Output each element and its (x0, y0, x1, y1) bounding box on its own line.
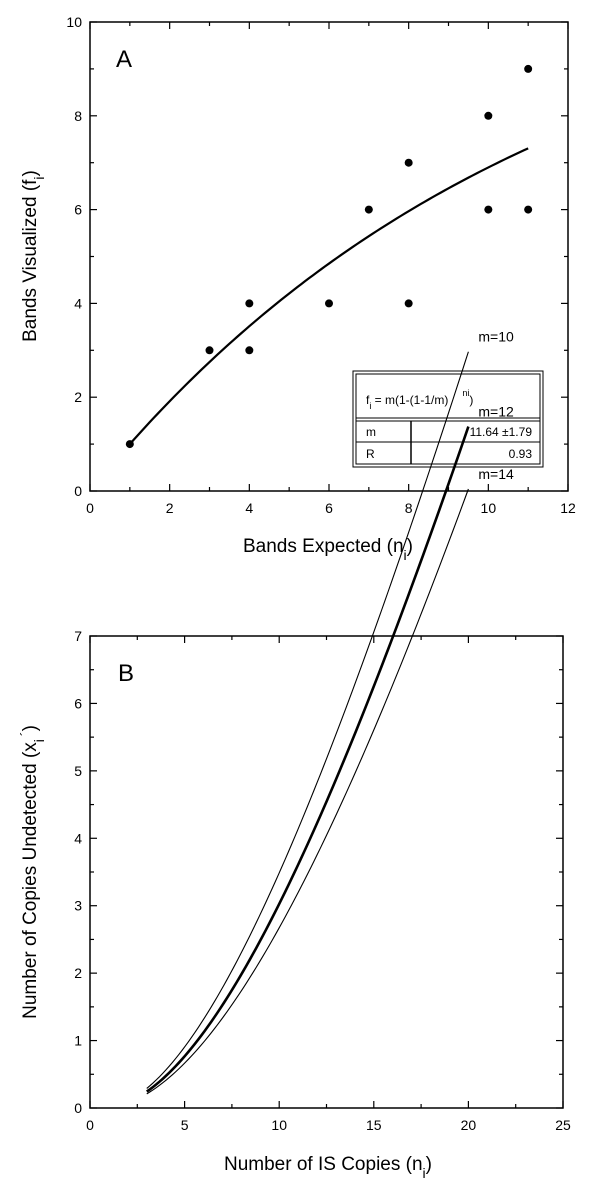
panel-a-data-point (524, 205, 533, 214)
panel-b-x-tick-label: 15 (366, 1117, 382, 1133)
legend-row-m-value: 11.64 ±1.79 (470, 425, 533, 439)
panel-a-x-tick-label: 10 (481, 500, 497, 516)
panel-b-y-tick-label: 0 (74, 1100, 82, 1116)
panel-b-series-labels: m=10 m=12 m=14 (478, 329, 514, 482)
panel-a-x-axis-title: Bands Expected (ni) (243, 536, 413, 563)
panel-b-x-tick-label: 0 (86, 1117, 94, 1133)
panel-b-series-line (146, 426, 470, 1093)
panel-b-y-tick-label: 6 (74, 695, 82, 711)
panel-a-data-point (484, 111, 493, 120)
panel-b-y-ticks: 0 1 2 3 4 5 6 7 (74, 628, 563, 1116)
panel-a-y-axis-title: Bands Visualized (fi) (20, 170, 47, 342)
panel-a-y-ticks: 0 2 4 6 8 10 (66, 14, 568, 499)
panel-a-chart: 0 2 4 6 8 10 12 0 2 4 6 8 10 A fi = m(1-(1-1/m) ni) … (20, 14, 576, 563)
panel-b-series-label: m=14 (478, 466, 514, 482)
panel-a-y-tick-label: 6 (74, 202, 82, 218)
panel-a-data-points (125, 64, 533, 449)
panel-a-data-point (125, 440, 134, 449)
panel-a-fit-curve (129, 147, 529, 445)
panel-a-data-point (364, 205, 373, 214)
panel-b-y-tick-label: 7 (74, 628, 82, 644)
panel-b-x-tick-label: 5 (181, 1117, 189, 1133)
panel-a-data-point (245, 299, 254, 308)
panel-a-x-tick-label: 6 (325, 500, 333, 516)
panel-b-y-tick-label: 1 (74, 1033, 82, 1049)
panel-b-y-tick-label: 2 (74, 965, 82, 981)
panel-b-letter: B (118, 660, 134, 687)
panel-b-plot-frame (89, 635, 564, 1109)
panel-a-data-point (524, 64, 533, 73)
panel-b-y-tick-label: 3 (74, 898, 82, 914)
panel-a-x-tick-label: 0 (86, 500, 94, 516)
panel-a-y-tick-label: 4 (74, 295, 82, 311)
legend-formula: fi = m(1-(1-1/m) ni) (366, 388, 473, 411)
panel-a-data-point (325, 299, 333, 308)
panel-a-y-tick-label: 2 (74, 389, 82, 405)
panel-b-x-axis-title: Number of IS Copies (ni) (224, 1154, 432, 1181)
panel-a-x-tick-label: 2 (166, 500, 174, 516)
panel-b-x-tick-label: 25 (555, 1117, 571, 1133)
legend-row-m-label: m (366, 425, 376, 439)
panel-b-series (146, 351, 470, 1095)
panel-b-x-tick-label: 20 (461, 1117, 477, 1133)
panel-b-x-ticks: 0 5 10 15 20 25 (86, 636, 571, 1133)
panel-a-x-tick-label: 4 (245, 500, 253, 516)
panel-a-data-point (245, 346, 254, 355)
panel-b-x-tick-label: 10 (271, 1117, 287, 1133)
panel-a-data-point (205, 346, 214, 355)
panel-a-x-tick-label: 12 (560, 500, 576, 516)
panel-a-data-point (484, 205, 493, 214)
panel-a-legend-box: fi = m(1-(1-1/m) ni) m 11.64 ±1.79 R 0.93 (352, 370, 544, 468)
panel-b-series-line (146, 488, 469, 1095)
panel-b-y-tick-label: 5 (74, 763, 82, 779)
panel-b-series-label: m=10 (478, 329, 514, 345)
panel-a-letter: A (116, 46, 132, 73)
legend-row-r-value: 0.93 (509, 447, 533, 461)
panel-b-y-tick-label: 4 (74, 830, 82, 846)
panel-a-y-tick-label: 8 (74, 108, 82, 124)
panel-b-y-axis-title: Number of Copies Undetected (xi´) (17, 725, 47, 1019)
panel-a-data-point (404, 299, 413, 308)
panel-a-data-point (404, 158, 413, 167)
panel-a-y-tick-label: 0 (74, 483, 82, 499)
legend-row-r-label: R (366, 447, 375, 461)
panel-a-x-ticks: 0 2 4 6 8 10 12 (86, 22, 576, 516)
panel-a-y-tick-label: 10 (66, 14, 82, 30)
panel-b-series-line (146, 351, 469, 1089)
panel-b-series-label: m=12 (478, 404, 514, 420)
panel-a-x-tick-label: 8 (405, 500, 413, 516)
